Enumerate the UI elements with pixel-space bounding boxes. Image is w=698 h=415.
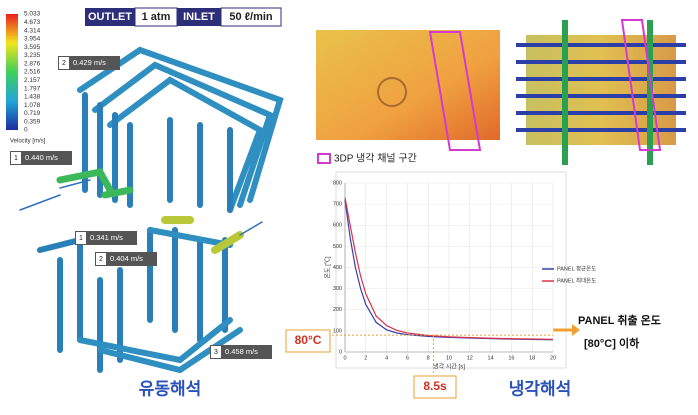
colorbar-tick: 1.797	[24, 85, 41, 92]
header-outlet: OUTLET	[88, 11, 132, 23]
probe-id: 1	[14, 155, 18, 162]
annotation: 80°C	[295, 333, 322, 347]
x-tick-label: 14	[488, 355, 494, 361]
pipe-model-bottom	[37, 216, 263, 374]
y-tick-label: 700	[333, 202, 342, 208]
probe-id-box	[96, 253, 106, 265]
x-tick-label: 18	[529, 355, 535, 361]
y-tick-label: 300	[333, 286, 342, 292]
mold-hole	[377, 77, 407, 107]
colorbar-tick: 2.516	[24, 69, 41, 76]
header-inlet: INLET	[183, 11, 215, 23]
legend-text: 3DP 냉각 채널 구간	[334, 153, 417, 165]
probe-id-box	[11, 152, 21, 164]
y-tick-label: 400	[333, 265, 342, 271]
header-inlet-value: 50 ℓ/min	[229, 11, 273, 23]
colorbar-tick: 4.673	[24, 19, 41, 26]
y-tick-label: 200	[333, 307, 342, 313]
legend-text: PANEL 평균온도	[557, 265, 596, 272]
probe-box	[10, 151, 72, 165]
probe-value: 0.458 m/s	[225, 347, 258, 356]
legend-text: PANEL 최대온도	[557, 276, 596, 284]
y-axis-title: 온도 [℃]	[325, 256, 332, 278]
mold-pipes	[562, 20, 653, 165]
x-tick-label: 12	[467, 355, 473, 361]
y-tick-label: 0	[339, 349, 342, 355]
probe-id: 3	[214, 349, 218, 356]
probe-value: 0.404 m/s	[110, 254, 143, 263]
legend-swatch	[317, 153, 331, 164]
cooling-caption: 냉각해석	[509, 379, 572, 398]
colorbar-tick: 0.359	[24, 118, 41, 125]
colorbar-tick: 0	[24, 127, 28, 134]
probe-box	[95, 252, 157, 266]
mold-image	[316, 30, 500, 140]
colorbar	[6, 14, 18, 130]
arrow-head	[572, 324, 580, 336]
flow-caption: 유동해석	[139, 379, 202, 398]
header-outlet-value: 1 atm	[142, 11, 171, 23]
x-tick-label: 16	[508, 355, 514, 361]
colorbar-tick: 3.595	[24, 44, 41, 51]
annotation-box	[285, 329, 331, 353]
colorbar-tick: 4.314	[24, 27, 41, 34]
probe-id-box	[59, 57, 69, 69]
colorbar-tick: 0.719	[24, 110, 41, 117]
probe-id-box	[211, 346, 221, 358]
probe-value: 0.429 m/s	[73, 58, 106, 67]
probe-id: 2	[62, 60, 66, 67]
probe-id: 2	[99, 256, 103, 263]
colorbar-tick: 1.438	[24, 94, 41, 101]
x-tick-label: 20	[550, 355, 556, 361]
series-line	[344, 197, 554, 340]
header: OUTLET 1 atm INLET 50 ℓ/min	[85, 7, 282, 27]
x-tick-label: 6	[406, 355, 409, 361]
y-tick-label: 600	[333, 223, 342, 229]
header-box	[220, 7, 282, 27]
mold-channels	[516, 43, 686, 132]
probe-box	[58, 56, 120, 70]
y-tick-label: 500	[333, 244, 342, 250]
channel-zone	[620, 19, 662, 151]
y-tick-label: 800	[333, 180, 342, 186]
colorbar-tick: 5.033	[24, 11, 41, 18]
x-tick-label: 2	[364, 355, 367, 361]
colorbar-title: Velocity [m/s]	[10, 139, 46, 145]
x-axis-title: 냉각 시간 [s]	[433, 363, 465, 371]
colorbar-tick: 2.876	[24, 60, 41, 67]
annotation: 8.5s	[423, 379, 447, 393]
annotation-box	[413, 375, 457, 399]
probe-box	[210, 345, 272, 359]
x-tick-label: 4	[385, 355, 388, 361]
chart-frame	[335, 171, 567, 369]
x-tick-label: 0	[343, 355, 346, 361]
colorbar-tick: 1.078	[24, 102, 41, 109]
note: [80°C] 이하	[584, 336, 640, 350]
probe-box	[75, 231, 137, 245]
probe-value: 0.440 m/s	[25, 153, 58, 162]
y-tick-label: 100	[333, 328, 342, 334]
colorbar-tick: 2.157	[24, 77, 41, 84]
probe-value: 0.341 m/s	[90, 233, 123, 242]
colorbar-tick: 3.235	[24, 52, 41, 59]
x-tick-label: 10	[446, 355, 452, 361]
header-box	[177, 8, 221, 26]
channel-zone	[428, 31, 482, 151]
colorbar-tick: 3.954	[24, 36, 41, 43]
header-box	[85, 8, 135, 26]
pipe-model-top	[19, 46, 284, 213]
x-tick-label: 8	[427, 355, 430, 361]
probe-id: 1	[79, 235, 83, 242]
note: PANEL 취출 온도	[578, 313, 661, 327]
probe-id-box	[76, 232, 86, 244]
